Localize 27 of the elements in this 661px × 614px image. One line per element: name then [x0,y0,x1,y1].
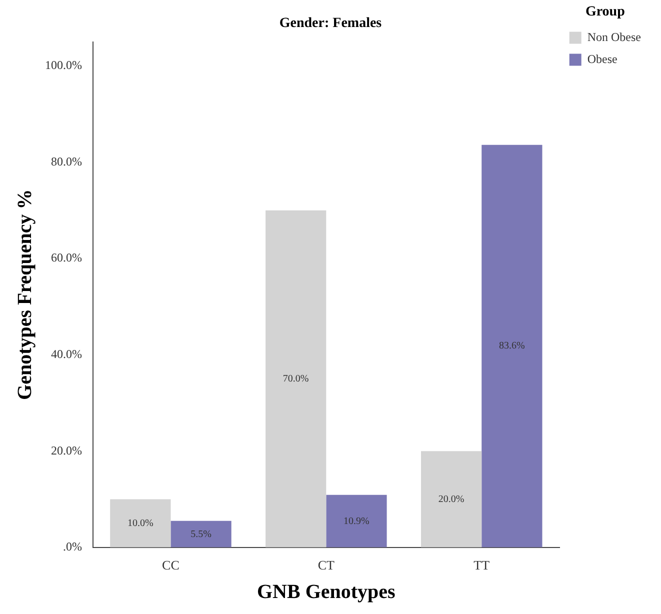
bar [420,451,482,548]
y-tick-label: 80.0% [50,154,82,168]
x-tick-label: CT [318,558,335,573]
y-tick-label: 40.0% [50,346,82,361]
data-label: 83.6% [499,340,525,352]
legend-label: Non Obese [587,30,641,44]
x-tick-label: CC [162,558,180,573]
x-tick-label: TT [474,558,490,573]
legend-title: Group [585,4,626,20]
legend-label: Obese [587,52,618,66]
data-label: 20.0% [438,494,464,505]
bar [110,499,171,548]
bar [482,144,542,548]
data-label: 10.0% [127,518,154,529]
x-axis-title: GNB Genotypes [257,581,396,604]
bar [170,520,232,548]
y-tick-label: 100.0% [44,58,82,72]
y-tick-label: 60.0% [50,250,82,265]
chart-title: Gender: Females [279,16,382,32]
data-label: 10.9% [344,516,370,527]
data-label: 5.5% [190,528,212,540]
data-label: 70.0% [282,373,309,384]
y-tick-label: 20.0% [50,443,82,458]
bar [266,210,326,548]
bar [326,494,387,548]
y-tick-label: .0% [62,540,82,554]
y-axis-title: Genotypes Frequency % [14,189,36,400]
